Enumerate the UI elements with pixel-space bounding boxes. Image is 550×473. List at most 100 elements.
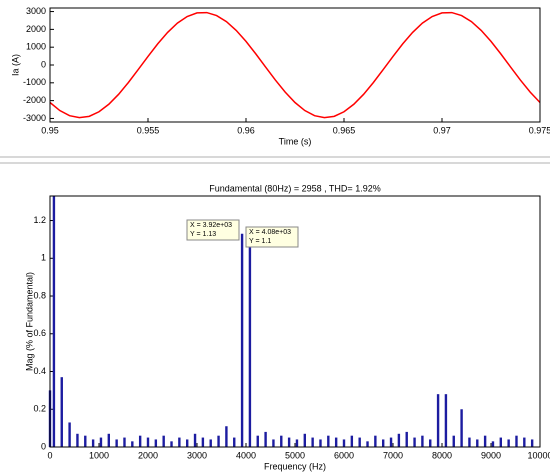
bar [84, 435, 87, 447]
bar [342, 439, 346, 447]
data-tip-text: X = 4.08e+03 [249, 229, 291, 236]
bar [52, 196, 56, 447]
data-tip [186, 219, 240, 241]
x-tick-label: 3000 [187, 450, 207, 460]
bar [170, 441, 173, 447]
data-tip-text: X = 3.92e+03 [190, 222, 232, 229]
x-tick-label: 6000 [334, 450, 354, 460]
y-tick-label: -2000 [23, 95, 46, 105]
bar [421, 435, 424, 447]
bar [389, 437, 393, 447]
bar [460, 409, 463, 447]
bar [68, 422, 71, 447]
bar [452, 435, 455, 447]
bar [287, 437, 291, 447]
bar [483, 435, 487, 447]
bar [327, 435, 330, 447]
bar [405, 431, 408, 447]
y-tick-label: 3000 [26, 6, 46, 16]
bar [178, 437, 181, 447]
bar [201, 437, 205, 447]
chart-title: Fundamental (80Hz) = 2958 , THD= 1.92% [209, 183, 380, 193]
bar [146, 437, 150, 447]
y-tick-label: 0.8 [33, 290, 46, 300]
x-tick-label: 0.955 [137, 125, 160, 135]
bar [138, 435, 142, 447]
bar [154, 439, 158, 447]
bar [397, 433, 401, 447]
bar [99, 437, 103, 447]
bar [115, 439, 118, 447]
bar [507, 439, 510, 447]
x-tick-label: 5000 [285, 450, 305, 460]
x-tick-label: 9000 [481, 450, 501, 460]
bar [256, 435, 259, 447]
axes-box [49, 195, 541, 448]
data-tip [245, 226, 299, 248]
x-tick-label: 0.975 [529, 125, 550, 135]
x-tick-label: 0 [47, 450, 52, 460]
bar [523, 437, 526, 447]
bar [91, 439, 95, 447]
y-tick-label: 1.2 [33, 215, 46, 225]
bar [233, 437, 236, 447]
x-tick-label: 7000 [383, 450, 403, 460]
bar [515, 435, 518, 447]
bar [240, 233, 244, 447]
y-tick-label: 1000 [26, 42, 46, 52]
bar [319, 439, 322, 447]
bar [186, 439, 189, 447]
bar [264, 431, 267, 447]
data-tip-text: Y = 1.1 [249, 238, 271, 245]
bar [123, 437, 126, 447]
bar [311, 437, 314, 447]
bar [499, 437, 502, 447]
y-tick-label: 2000 [26, 24, 46, 34]
bar [358, 437, 361, 447]
x-tick-label: 0.96 [237, 125, 255, 135]
bar [476, 439, 479, 447]
x-tick-label: 0.965 [333, 125, 356, 135]
axes-box [49, 7, 541, 123]
bar [334, 437, 338, 447]
y-tick-label: 0.2 [33, 404, 46, 414]
bar [162, 435, 165, 447]
y-tick-label: 0 [41, 59, 46, 69]
bar [444, 394, 448, 447]
bar [217, 435, 220, 447]
bar [280, 435, 283, 447]
x-axis-label: Frequency (Hz) [264, 461, 326, 471]
bar [413, 437, 416, 447]
bar [303, 433, 306, 447]
x-tick-label: 8000 [432, 450, 452, 460]
y-tick-label: 0.6 [33, 328, 46, 338]
y-axis-label: Mag (% of Fundamental) [24, 272, 34, 371]
line-series [49, 11, 541, 119]
bar [491, 441, 495, 447]
bar [366, 441, 369, 447]
y-tick-label: 0 [41, 441, 46, 451]
bar [209, 439, 212, 447]
data-tip-text: Y = 1.13 [190, 231, 216, 238]
bar [193, 433, 197, 447]
bar [272, 439, 275, 447]
bar [225, 426, 228, 447]
bar [107, 433, 110, 447]
x-tick-label: 2000 [138, 450, 158, 460]
x-tick-label: 1000 [89, 450, 109, 460]
bar [468, 437, 471, 447]
bar [76, 433, 79, 447]
x-axis-label: Time (s) [279, 136, 312, 146]
bar [248, 239, 252, 447]
y-tick-label: -1000 [23, 77, 46, 87]
bar [374, 435, 377, 447]
x-tick-label: 0.95 [41, 125, 59, 135]
y-tick-label: 1 [41, 253, 46, 263]
y-tick-label: -3000 [23, 113, 46, 123]
x-tick-label: 0.97 [433, 125, 451, 135]
bar [429, 439, 432, 447]
x-tick-label: 4000 [236, 450, 256, 460]
bar [382, 439, 385, 447]
